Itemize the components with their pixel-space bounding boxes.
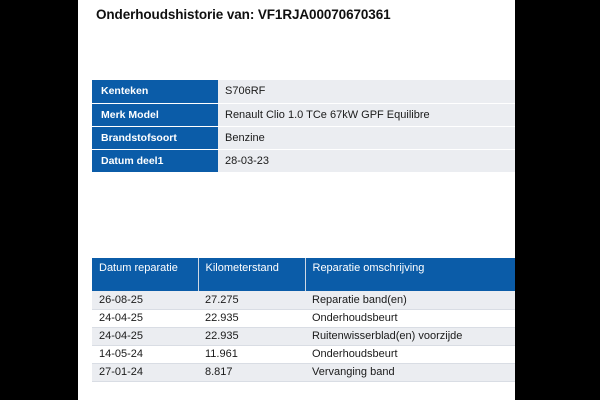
vehicle-info-table: Kenteken S706RF Merk Model Renault Clio … xyxy=(92,80,515,173)
cell-description: Reparatie band(en) xyxy=(305,291,515,310)
vehicle-label-brandstofsoort: Brandstofsoort xyxy=(92,126,218,150)
vehicle-value-merk-model: Renault Clio 1.0 TCe 67kW GPF Equilibre xyxy=(218,102,515,127)
cell-date: 24-04-25 xyxy=(92,327,198,346)
vehicle-label-datum-deel1: Datum deel1 xyxy=(92,149,218,172)
cell-km: 27.275 xyxy=(198,291,305,310)
vehicle-label-merk-model: Merk Model xyxy=(92,103,218,127)
cell-date: 26-08-25 xyxy=(92,291,198,310)
table-row: 26-08-25 27.275 Reparatie band(en) xyxy=(92,291,515,310)
vehicle-value-datum-deel1: 28-03-23 xyxy=(218,148,515,173)
cell-km: 11.961 xyxy=(198,345,305,364)
table-row: 24-04-25 22.935 Onderhoudsbeurt xyxy=(92,309,515,328)
vehicle-value-kenteken: S706RF xyxy=(218,80,515,104)
vehicle-value-brandstofsoort: Benzine xyxy=(218,125,515,150)
column-header-kilometerstand: Kilometerstand xyxy=(198,258,306,291)
table-row: 14-05-24 11.961 Onderhoudsbeurt xyxy=(92,345,515,364)
document-page: Onderhoudshistorie van: VF1RJA0007067036… xyxy=(78,0,515,400)
letterbox-right xyxy=(515,0,600,400)
table-row: Datum deel1 28-03-23 xyxy=(92,148,515,173)
cell-description: Vervanging band xyxy=(305,363,515,382)
column-header-datum-reparatie: Datum reparatie xyxy=(92,258,199,291)
page-title: Onderhoudshistorie van: VF1RJA0007067036… xyxy=(96,7,391,22)
cell-description: Onderhoudsbeurt xyxy=(305,309,515,328)
table-row: Merk Model Renault Clio 1.0 TCe 67kW GPF… xyxy=(92,102,515,127)
cell-description: Onderhoudsbeurt xyxy=(305,345,515,364)
cell-date: 27-01-24 xyxy=(92,363,198,382)
table-row: 27-01-24 8.817 Vervanging band xyxy=(92,363,515,382)
vehicle-label-kenteken: Kenteken xyxy=(92,80,218,104)
cell-description: Ruitenwisserblad(en) voorzijde xyxy=(305,327,515,346)
cell-km: 22.935 xyxy=(198,327,305,346)
cell-km: 22.935 xyxy=(198,309,305,328)
letterbox-left xyxy=(0,0,78,400)
cell-date: 14-05-24 xyxy=(92,345,198,364)
table-row: Kenteken S706RF xyxy=(92,80,515,104)
table-header-row: Datum reparatie Kilometerstand Reparatie… xyxy=(92,258,515,291)
table-row: 24-04-25 22.935 Ruitenwisserblad(en) voo… xyxy=(92,327,515,346)
cell-date: 24-04-25 xyxy=(92,309,198,328)
repair-history-table: Datum reparatie Kilometerstand Reparatie… xyxy=(92,258,515,382)
column-header-reparatie-omschrijving: Reparatie omschrijving xyxy=(305,258,515,291)
table-row: Brandstofsoort Benzine xyxy=(92,125,515,150)
cell-km: 8.817 xyxy=(198,363,305,382)
